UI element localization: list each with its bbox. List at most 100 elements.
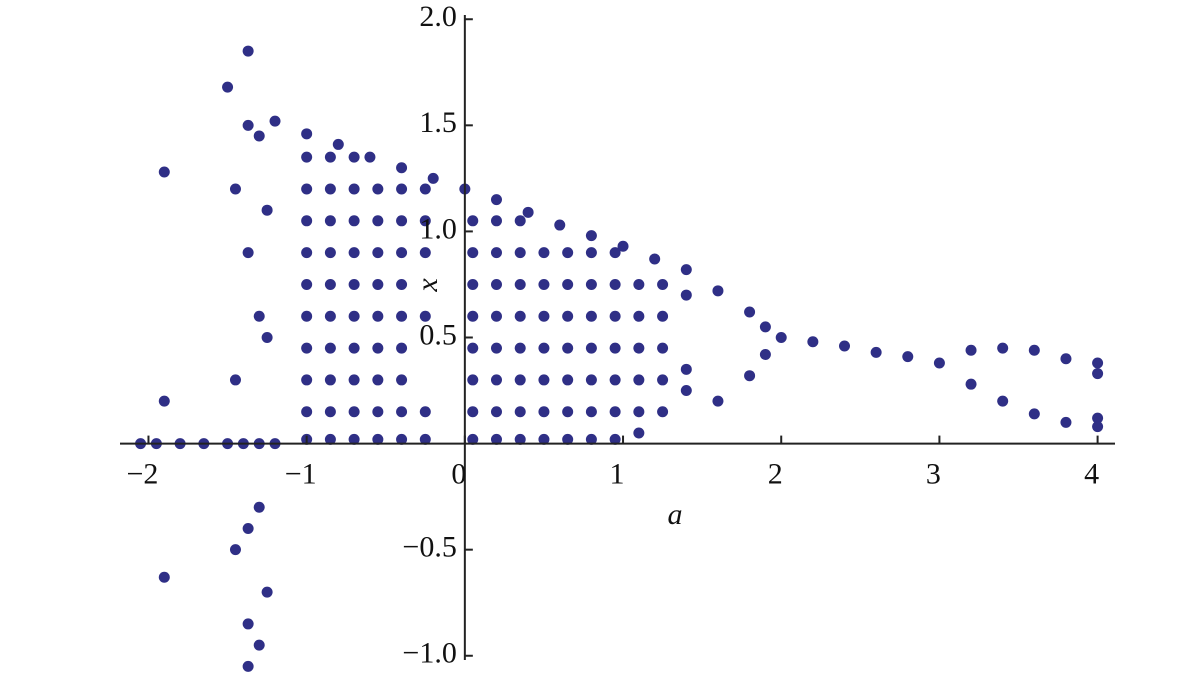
point — [229, 183, 241, 195]
point — [427, 172, 439, 184]
point — [396, 183, 408, 195]
point — [324, 247, 336, 259]
point — [633, 374, 645, 386]
point — [253, 501, 265, 513]
point — [419, 433, 431, 445]
point — [372, 183, 384, 195]
point — [585, 374, 597, 386]
point — [242, 119, 254, 131]
point — [538, 433, 550, 445]
point — [372, 406, 384, 418]
y-tick-label: 0.5 — [419, 318, 457, 351]
point — [1092, 412, 1104, 424]
point — [514, 374, 526, 386]
point — [514, 215, 526, 227]
point — [514, 433, 526, 445]
point — [657, 342, 669, 354]
point — [253, 639, 265, 651]
point — [269, 115, 281, 127]
point — [657, 278, 669, 290]
y-tick-label: −0.5 — [402, 531, 456, 564]
point — [490, 310, 502, 322]
point — [522, 206, 534, 218]
point — [396, 342, 408, 354]
point — [372, 433, 384, 445]
point — [838, 340, 850, 352]
point — [467, 374, 479, 386]
points — [135, 45, 1104, 672]
point — [585, 230, 597, 242]
point — [562, 374, 574, 386]
point — [633, 310, 645, 322]
point — [490, 433, 502, 445]
point — [744, 370, 756, 382]
point — [633, 342, 645, 354]
x-tick-label: 2 — [768, 457, 783, 490]
point — [633, 278, 645, 290]
point — [348, 433, 360, 445]
point — [301, 215, 313, 227]
point — [490, 278, 502, 290]
point — [490, 247, 502, 259]
point — [649, 253, 661, 265]
point — [1060, 416, 1072, 428]
point — [514, 406, 526, 418]
point — [242, 618, 254, 630]
point — [538, 310, 550, 322]
point — [396, 406, 408, 418]
point — [1092, 421, 1104, 433]
point — [514, 278, 526, 290]
point — [242, 522, 254, 534]
point — [538, 278, 550, 290]
point — [396, 247, 408, 259]
y-tick-label: 1.0 — [419, 212, 457, 245]
y-axis-label: x — [411, 278, 444, 293]
point — [158, 166, 170, 178]
point — [324, 374, 336, 386]
point — [538, 406, 550, 418]
point — [1028, 408, 1040, 420]
point — [680, 385, 692, 397]
point — [933, 357, 945, 369]
point — [348, 406, 360, 418]
point — [229, 374, 241, 386]
point — [261, 204, 273, 216]
point — [324, 406, 336, 418]
point — [396, 374, 408, 386]
point — [332, 138, 344, 150]
point — [617, 240, 629, 252]
point — [490, 194, 502, 206]
point — [419, 247, 431, 259]
point — [1092, 357, 1104, 369]
point — [396, 310, 408, 322]
point — [372, 374, 384, 386]
point — [965, 378, 977, 390]
point — [348, 342, 360, 354]
point — [609, 278, 621, 290]
point — [229, 544, 241, 556]
point — [372, 247, 384, 259]
point — [301, 247, 313, 259]
point — [261, 332, 273, 343]
point — [997, 342, 1009, 354]
point — [1092, 368, 1104, 380]
point — [364, 151, 376, 163]
point — [759, 348, 771, 360]
point — [538, 374, 550, 386]
point — [242, 660, 254, 672]
point — [585, 433, 597, 445]
point — [870, 346, 882, 358]
point — [301, 278, 313, 290]
point — [396, 215, 408, 227]
point — [997, 395, 1009, 407]
point — [562, 310, 574, 322]
point — [490, 374, 502, 386]
point — [514, 310, 526, 322]
point — [965, 344, 977, 356]
point — [372, 278, 384, 290]
point — [538, 342, 550, 354]
point — [467, 247, 479, 259]
point — [759, 321, 771, 333]
